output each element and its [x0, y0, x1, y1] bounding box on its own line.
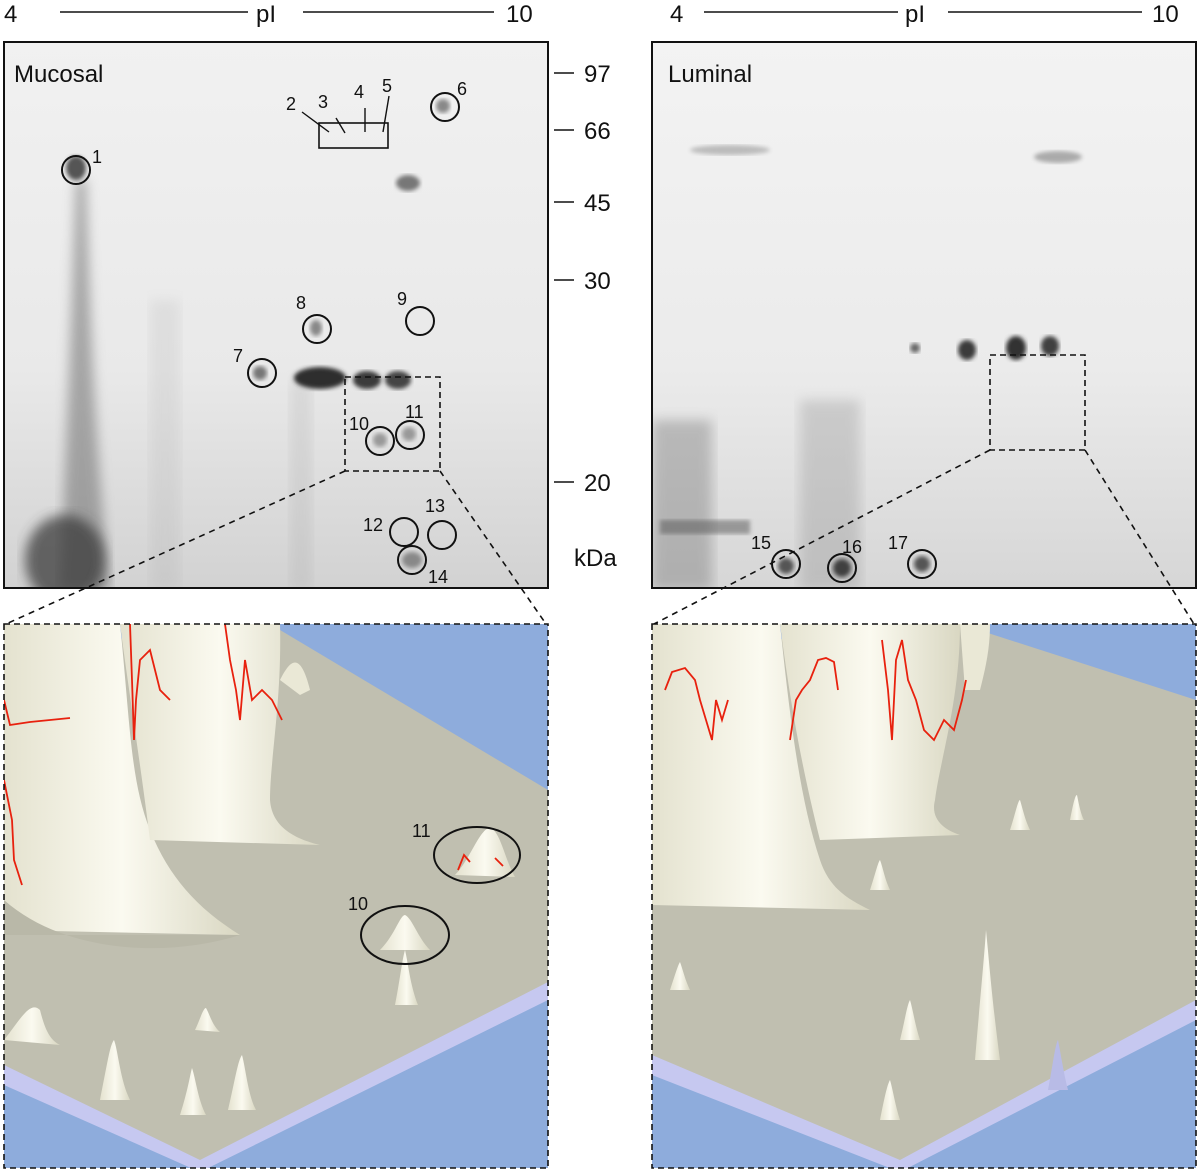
panel-title-luminal: Luminal: [668, 61, 752, 88]
spot-label-9: 9: [397, 289, 407, 309]
spot-annotations-mucosal: [61, 92, 460, 575]
spot-label-13: 13: [425, 496, 445, 516]
spot-label-5: 5: [382, 76, 392, 96]
pi-axis-right-high: 10: [1152, 1, 1179, 28]
spot-label-1: 1: [92, 147, 102, 167]
zoom-spot-label-10: 10: [348, 894, 368, 914]
mw-marker-30: 30: [584, 268, 611, 295]
spot-labels-luminal: 15 16 17: [751, 533, 908, 557]
mw-marker-66: 66: [584, 118, 611, 145]
spot-labels-mucosal: 1 2 3 4 5 6 7 8 9 10 11 12 13 14: [92, 76, 467, 587]
zoom-connectors: [5, 449, 1195, 625]
mw-marker-20: 20: [584, 470, 611, 497]
mw-unit-label: kDa: [574, 545, 617, 572]
spot-label-4: 4: [354, 82, 364, 102]
pi-axis-right-label: pI: [905, 1, 925, 28]
spot-label-12: 12: [363, 515, 383, 535]
pi-axis-right-low: 4: [670, 1, 683, 28]
zoom-3d-luminal: [651, 623, 1197, 1169]
pi-axis-left-high: 10: [506, 1, 533, 28]
mw-axis: 97 66 45 30 20 kDa: [554, 61, 617, 572]
spot-label-6: 6: [457, 79, 467, 99]
pi-axis-right: 4 pI 10: [670, 1, 1179, 28]
panel-title-mucosal: Mucosal: [14, 61, 103, 88]
spot-label-14: 14: [428, 567, 448, 587]
mw-marker-97: 97: [584, 61, 611, 88]
pi-axis-left-label: pI: [256, 1, 276, 28]
zoom-3d-mucosal: 11 10: [3, 623, 549, 1169]
spot-label-15: 15: [751, 533, 771, 553]
spot-label-16: 16: [842, 537, 862, 557]
pi-axis-left: 4 pI 10: [4, 1, 533, 28]
zoom-spot-label-11: 11: [412, 821, 431, 841]
gel-luminal: Luminal: [651, 41, 1197, 589]
spot-annotations-luminal: [771, 354, 1086, 583]
spot-label-2: 2: [286, 94, 296, 114]
spot-label-11: 11: [405, 402, 424, 422]
spot-label-8: 8: [296, 293, 306, 313]
pi-axis-left-low: 4: [4, 1, 17, 28]
spot-label-10: 10: [349, 414, 369, 434]
spot-label-7: 7: [233, 346, 243, 366]
gel-mucosal: Mucosal: [3, 41, 549, 589]
spot-label-17: 17: [888, 533, 908, 553]
mw-marker-45: 45: [584, 190, 611, 217]
spot-label-3: 3: [318, 92, 328, 112]
